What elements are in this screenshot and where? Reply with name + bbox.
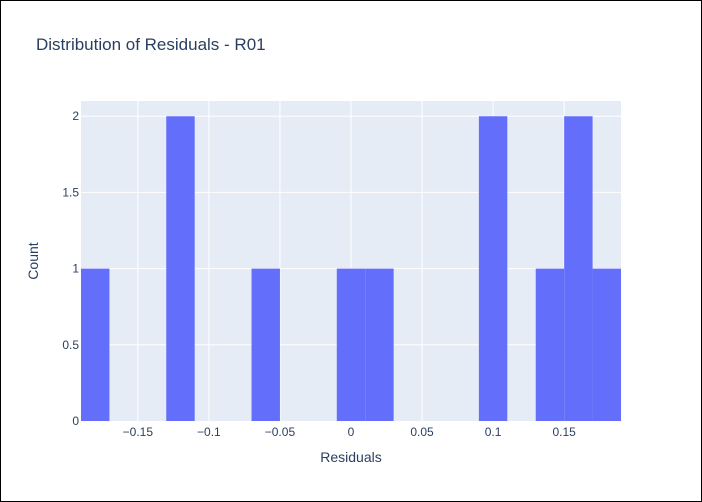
- x-axis-title: Residuals: [320, 449, 381, 465]
- x-tick-label: 0: [348, 425, 355, 439]
- x-tick-label: −0.1: [197, 425, 221, 439]
- chart-title: Distribution of Residuals - R01: [36, 35, 266, 54]
- x-tick-label: −0.15: [123, 425, 154, 439]
- histogram-bar: [166, 116, 195, 421]
- x-tick-label: 0.05: [410, 425, 434, 439]
- histogram-bar: [336, 268, 366, 421]
- histogram-bar: [564, 116, 593, 421]
- y-tick-label: 1: [72, 262, 79, 276]
- y-tick-label: 0: [72, 414, 79, 428]
- y-tick-label: 1.5: [62, 185, 79, 199]
- histogram-bar: [251, 268, 280, 421]
- x-axis-ticks: −0.15 −0.1 −0.05 0 0.05 0.1 0.15: [123, 425, 577, 439]
- histogram-bar: [365, 268, 394, 421]
- histogram-bar: [535, 268, 565, 421]
- histogram-bar: [478, 116, 508, 421]
- y-tick-label: 2: [72, 109, 79, 123]
- histogram-bar: [81, 268, 110, 421]
- x-tick-label: 0.1: [485, 425, 502, 439]
- y-axis-ticks: 0 0.5 1 1.5 2: [62, 109, 79, 428]
- x-tick-label: 0.15: [552, 425, 576, 439]
- x-tick-label: −0.05: [265, 425, 296, 439]
- bars: [81, 116, 621, 421]
- histogram-bar: [592, 268, 621, 421]
- y-axis-title: Count: [25, 242, 41, 279]
- y-tick-label: 0.5: [62, 338, 79, 352]
